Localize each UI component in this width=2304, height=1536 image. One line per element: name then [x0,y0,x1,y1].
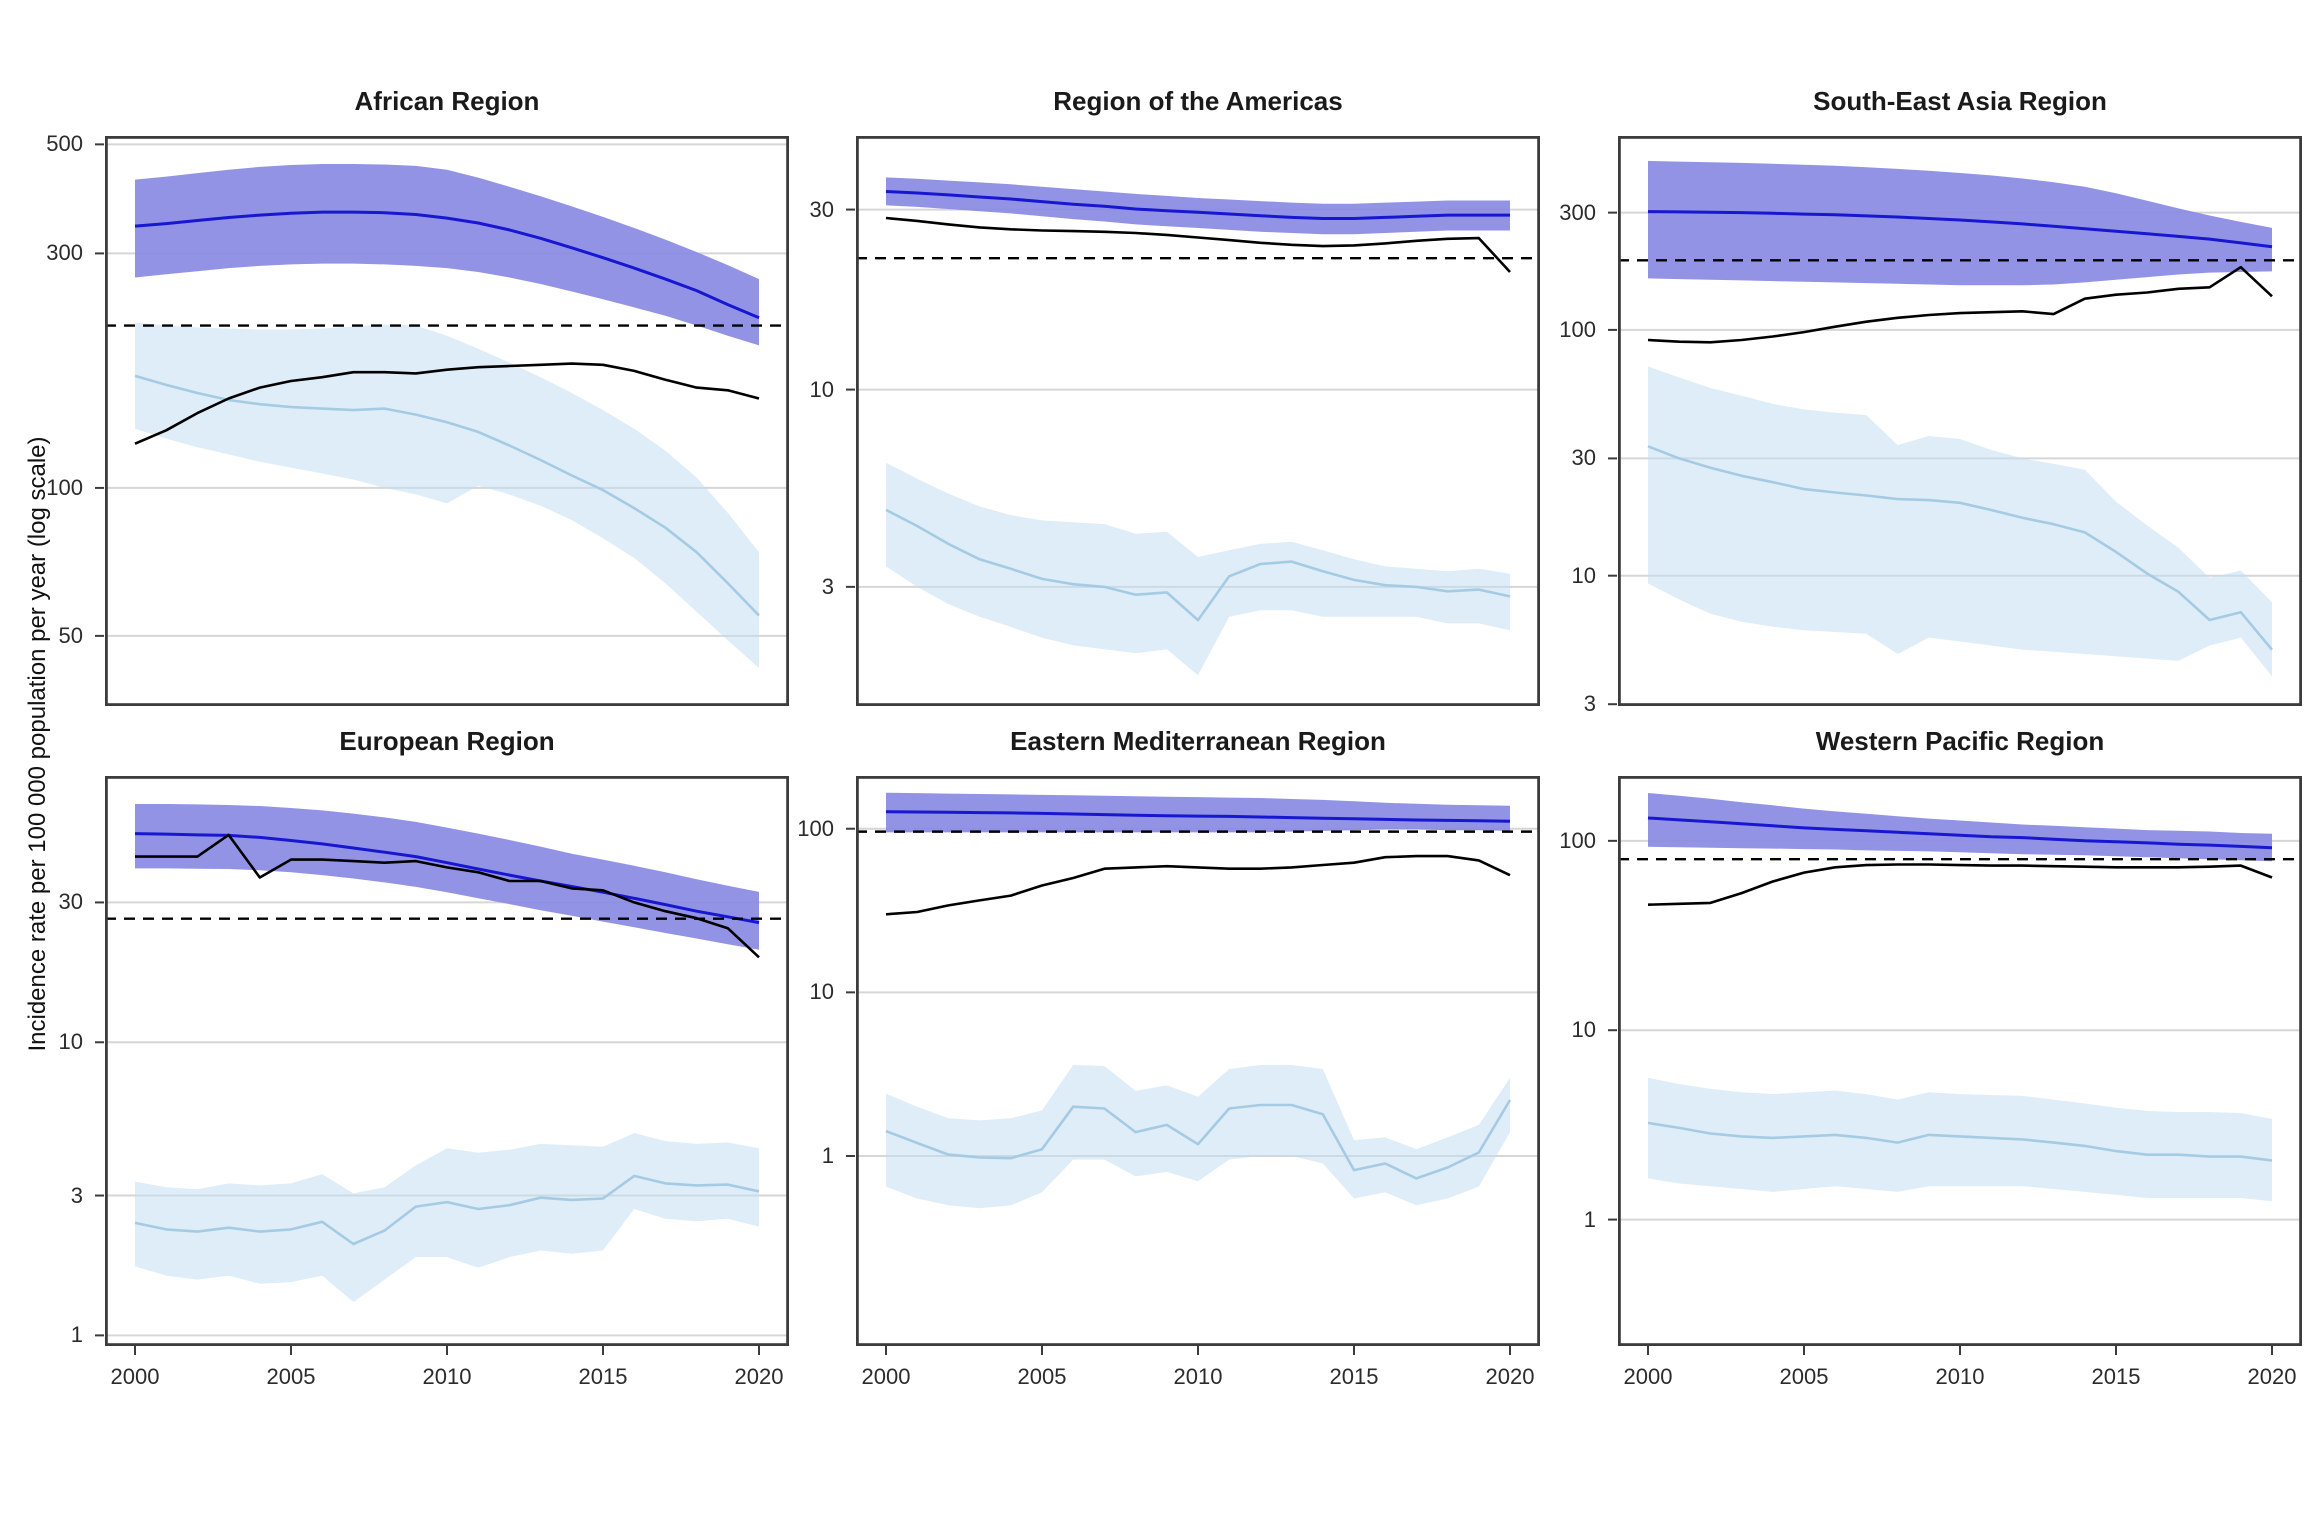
chart-svg-african-region [95,135,790,707]
light-blue-line [1647,445,2273,651]
blue-estimate-line [885,190,1510,220]
y-tick-label-south-east-asia-region-10: 10 [1571,562,1596,588]
black-line [885,216,1511,273]
light-blue-line [134,1174,760,1246]
y-axis-title: Incidence rate per 100 000 population pe… [24,436,51,1052]
chart-svg-eastern-mediterranean-region [846,775,1541,1355]
light-blue-uncertainty-band [886,462,1510,676]
panel-border [855,775,1541,1347]
blue-uncertainty-band [886,792,1510,833]
x-tick-label-european-region-2010: 2010 [422,1364,472,1389]
blue-estimate-line [1647,210,2273,249]
blue-uncertainty-band [135,164,759,346]
y-tick-label-european-region-10: 10 [58,1029,83,1055]
y-tick-label-eastern-mediterranean-region-10: 10 [809,979,834,1005]
y-tick-label-eastern-mediterranean-region-1: 1 [821,1142,834,1168]
x-tick-label-western-pacific-region-2000: 2000 [1623,1364,1673,1389]
black-line [134,362,760,445]
y-tick-label-region-of-the-americas-10: 10 [809,376,834,402]
y-tick-label-western-pacific-region-100: 100 [1559,827,1596,853]
light-blue-uncertainty-band [135,322,759,669]
blue-uncertainty-band [886,177,1510,235]
chart-svg-region-of-the-americas [846,135,1541,707]
light-blue-line [885,1099,1512,1180]
y-tick-label-western-pacific-region-1: 1 [1583,1206,1596,1232]
black-line [135,833,760,959]
x-tick-label-european-region-2015: 2015 [578,1364,628,1389]
blue-uncertainty-band [1648,160,2272,286]
y-tick-label-african-region-100: 100 [46,474,83,500]
light-blue-line [885,508,1511,622]
panel-title-african-region: African Region [354,86,540,116]
y-tick-label-eastern-mediterranean-region-100: 100 [797,815,834,841]
blue-uncertainty-band [135,804,759,950]
y-tick-label-european-region-1: 1 [70,1322,83,1348]
light-blue-uncertainty-band [135,1133,759,1302]
panel-title-european-region: European Region [339,726,555,756]
panel-border [855,135,1541,707]
chart-svg-south-east-asia-region [1608,135,2303,707]
x-tick-label-european-region-2005: 2005 [266,1364,316,1389]
y-tick-label-region-of-the-americas-3: 3 [821,573,834,599]
black-line [1647,863,2273,906]
x-tick-label-western-pacific-region-2020: 2020 [2247,1364,2297,1389]
panel-title-western-pacific-region: Western Pacific Region [1815,726,2105,756]
x-tick-label-eastern-mediterranean-region-2015: 2015 [1329,1364,1379,1389]
x-tick-label-western-pacific-region-2010: 2010 [1935,1364,1985,1389]
x-tick-label-eastern-mediterranean-region-2020: 2020 [1485,1364,1535,1389]
chart-svg-european-region [95,775,790,1355]
y-tick-label-south-east-asia-region-300: 300 [1559,199,1596,225]
x-tick-label-western-pacific-region-2005: 2005 [1779,1364,1829,1389]
y-tick-label-south-east-asia-region-100: 100 [1559,316,1596,342]
y-tick-label-south-east-asia-region-30: 30 [1571,445,1596,471]
x-tick-label-eastern-mediterranean-region-2010: 2010 [1173,1364,1223,1389]
y-tick-label-region-of-the-americas-30: 30 [809,196,834,222]
light-blue-uncertainty-band [1648,366,2272,677]
y-tick-label-south-east-asia-region-3: 3 [1583,691,1596,717]
blue-estimate-line [134,832,760,925]
panel-border [1617,775,2303,1347]
light-blue-uncertainty-band [1648,1077,2272,1202]
y-tick-label-european-region-30: 30 [58,889,83,915]
x-tick-label-eastern-mediterranean-region-2005: 2005 [1017,1364,1067,1389]
panel-border [1617,135,2303,707]
x-tick-label-western-pacific-region-2015: 2015 [2091,1364,2141,1389]
light-blue-line [1647,1121,2273,1162]
blue-estimate-line [885,810,1511,823]
blue-uncertainty-band [1648,793,2272,862]
panel-title-region-of-the-americas: Region of the Americas [1053,86,1343,116]
y-tick-label-african-region-300: 300 [46,240,83,266]
panel-title-south-east-asia-region: South-East Asia Region [1813,86,2107,116]
light-blue-line [134,374,760,617]
black-line [1647,265,2273,344]
panel-border [104,135,790,707]
panel-border [104,775,790,1347]
blue-estimate-line [134,210,760,320]
x-tick-label-european-region-2020: 2020 [734,1364,784,1389]
chart-svg-western-pacific-region [1608,775,2303,1355]
x-tick-label-eastern-mediterranean-region-2000: 2000 [861,1364,911,1389]
y-tick-label-african-region-50: 50 [58,622,83,648]
y-tick-label-african-region-500: 500 [46,131,83,157]
panel-title-eastern-mediterranean-region: Eastern Mediterranean Region [1010,726,1386,756]
y-tick-label-western-pacific-region-10: 10 [1571,1017,1596,1043]
y-tick-label-european-region-3: 3 [70,1182,83,1208]
blue-estimate-line [1647,816,2273,850]
x-tick-label-european-region-2000: 2000 [110,1364,160,1389]
black-line [885,854,1511,916]
light-blue-uncertainty-band [886,1065,1510,1209]
